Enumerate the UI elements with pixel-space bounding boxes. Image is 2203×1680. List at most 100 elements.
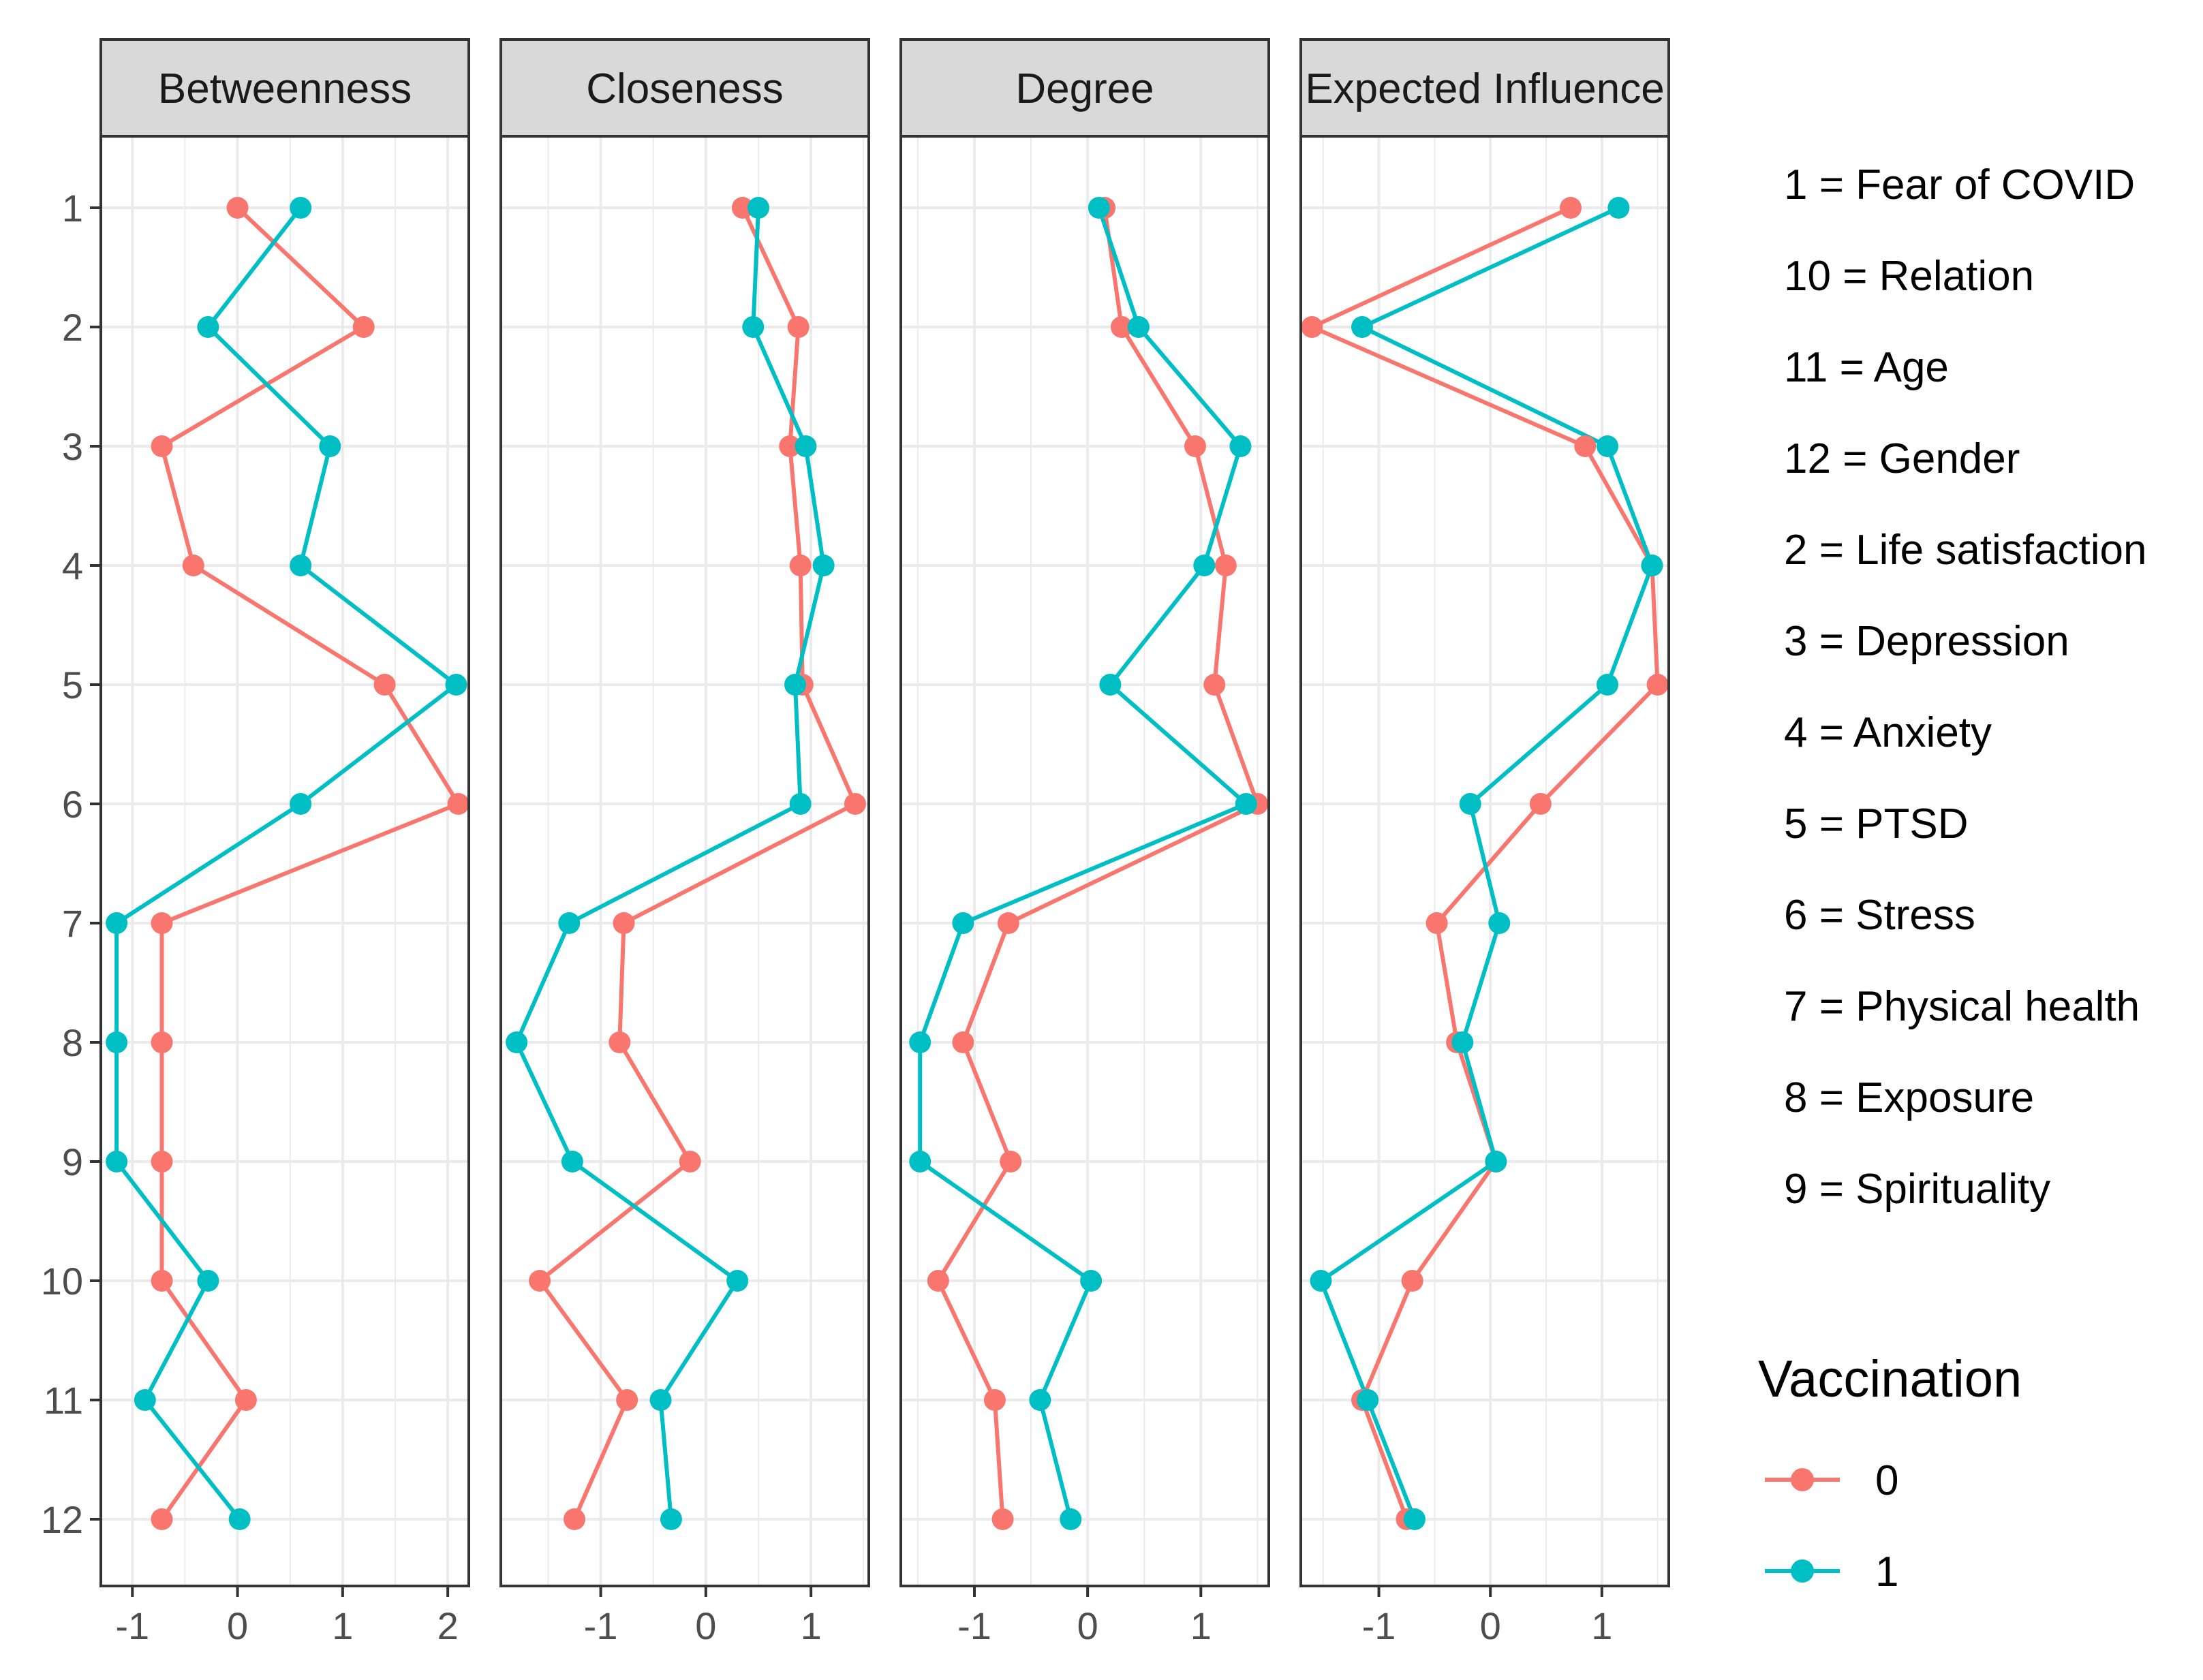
x-tick-label: -1: [957, 1604, 991, 1647]
series-0-point: [679, 1151, 701, 1172]
facet-strip: [899, 38, 1270, 138]
series-1-line: [1319, 206, 1654, 1521]
x-tick-label: 1: [801, 1604, 822, 1647]
series-1-point: [106, 1151, 128, 1172]
series-0-point: [991, 1508, 1014, 1530]
facet-strip-label: Expected Influence: [1305, 65, 1664, 112]
legend-title: Vaccination: [1758, 1350, 2022, 1408]
series-1-point: [1451, 1031, 1474, 1053]
panel-background: [99, 135, 470, 1587]
series-1-point: [1088, 197, 1110, 219]
panel-border: [899, 135, 1270, 1587]
series-0-point: [151, 1031, 173, 1053]
series-1-point: [1597, 674, 1618, 696]
series-1-point: [290, 793, 312, 815]
series-1-line: [514, 207, 826, 1520]
series-1-point: [784, 674, 806, 696]
x-tick-label: 0: [1480, 1604, 1501, 1647]
vaccination-legend: Vaccination 0 1: [1758, 1350, 2022, 1596]
y-tick-label: 1: [62, 187, 83, 230]
series-1-point: [1193, 555, 1216, 576]
series-0-point: [1426, 912, 1448, 934]
series-0-point: [1560, 197, 1582, 219]
panel-border: [1299, 135, 1670, 1587]
x-tick-label: 1: [1190, 1604, 1212, 1647]
y-tick-label: 8: [62, 1021, 83, 1064]
series-1-point: [1127, 316, 1150, 338]
series-0-point: [997, 912, 1019, 934]
key-label: 12 = Gender: [1784, 435, 2020, 482]
y-tick-label: 5: [62, 664, 83, 706]
series-1-point: [742, 316, 765, 338]
series-0-point: [352, 316, 375, 338]
series-0-point: [1214, 555, 1237, 576]
series-0-point: [1111, 316, 1133, 338]
series-1-point: [134, 1389, 156, 1411]
series-1-point: [726, 1270, 749, 1292]
series-1-point: [1597, 435, 1618, 457]
series-0-point: [447, 793, 469, 815]
y-tick-label: 2: [62, 306, 83, 349]
facet-strip: [499, 38, 870, 138]
series-1-point: [506, 1031, 528, 1053]
legend-entry-label: 1: [1875, 1549, 1898, 1596]
legend-key-point: [1791, 1559, 1814, 1583]
key-label: 10 = Relation: [1784, 253, 2034, 300]
series-0-point: [529, 1270, 551, 1292]
key-label: 1 = Fear of COVID: [1784, 161, 2135, 208]
series-0-point: [151, 435, 173, 457]
series-1-point: [748, 197, 769, 219]
series-1-point: [228, 1508, 251, 1530]
series-1-point: [1357, 1389, 1379, 1411]
series-1-point: [290, 555, 312, 576]
x-tick-label: -1: [584, 1604, 618, 1647]
series-1-point: [649, 1389, 672, 1411]
key-label: 11 = Age: [1784, 344, 1949, 391]
series-0-point: [182, 555, 204, 576]
series-1-point: [812, 555, 835, 576]
series-1-line: [114, 206, 459, 1521]
series-1-point: [197, 1270, 219, 1292]
series-0-point: [789, 555, 812, 576]
series-1-point: [319, 435, 341, 457]
series-0-point: [927, 1270, 949, 1292]
y-tick-label: 9: [62, 1140, 83, 1183]
panel-background: [899, 135, 1270, 1587]
y-tick-label: 6: [62, 783, 83, 826]
series-1-point: [795, 435, 817, 457]
series-1-point: [106, 1031, 128, 1053]
series-1-point: [1641, 555, 1663, 576]
y-tick-label: 3: [62, 425, 83, 468]
series-0-point: [151, 1508, 173, 1530]
series-1-point: [1229, 435, 1252, 457]
key-label: 9 = Spirituality: [1784, 1166, 2050, 1213]
series-0-point: [226, 197, 249, 219]
series-1-point: [1485, 1151, 1507, 1172]
panel-border: [99, 135, 470, 1587]
legend-key-point: [1791, 1468, 1814, 1491]
series-1-point: [660, 1508, 682, 1530]
y-tick-label: 11: [44, 1379, 83, 1422]
y-tick-label: 4: [62, 544, 83, 587]
series-0-point: [1529, 793, 1552, 815]
series-1-point: [1235, 793, 1257, 815]
series-1-point: [909, 1031, 931, 1053]
series-0-point: [613, 912, 635, 934]
series-0-point: [1184, 435, 1206, 457]
series-0-point: [787, 316, 810, 338]
facet-strip-label: Closeness: [586, 65, 783, 112]
key-label: 8 = Exposure: [1784, 1074, 2034, 1121]
series-1-line: [918, 207, 1248, 1520]
key-label: 2 = Life satisfaction: [1784, 527, 2146, 574]
key-label: 3 = Depression: [1784, 618, 2069, 665]
panel-border: [499, 135, 870, 1587]
key-label: 5 = PTSD: [1784, 800, 1969, 847]
series-1-point: [1607, 197, 1630, 219]
series-1-point: [106, 912, 128, 934]
x-tick-label: -1: [115, 1604, 149, 1647]
series-0-point: [151, 1151, 173, 1172]
series-0-point: [616, 1389, 638, 1411]
facet-strip-label: Degree: [1015, 65, 1154, 112]
node-key: 1 = Fear of COVID 10 = Relation 11 = Age 12…: [1784, 161, 2146, 1213]
series-1-point: [1080, 1270, 1103, 1292]
